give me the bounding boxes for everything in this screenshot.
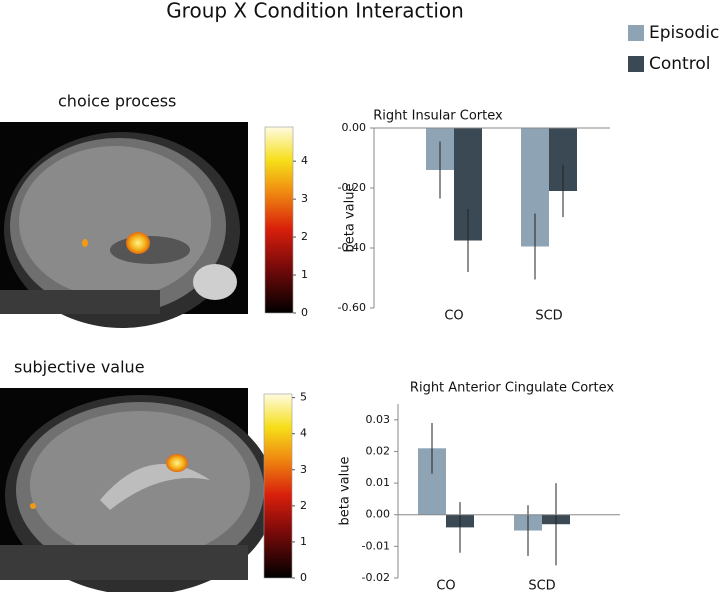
colorbar-tick-label: 0	[301, 306, 308, 319]
x-tick-label: CO	[444, 309, 463, 324]
colorbar-tick-label: 4	[300, 427, 307, 440]
legend-swatch	[628, 25, 644, 41]
y-tick-label: -0.60	[338, 301, 366, 314]
legend-label: Control	[649, 54, 710, 74]
chart-title: Right Anterior Cingulate Cortex	[410, 381, 614, 396]
brain-image	[0, 388, 275, 592]
panel-label: choice process	[58, 92, 176, 111]
colorbar-tick-label: 3	[301, 192, 308, 205]
y-tick-label: 0.03	[366, 413, 391, 426]
y-axis-label: beta value	[343, 184, 358, 253]
colorbar-tick-label: 1	[301, 268, 308, 281]
legend-swatch	[628, 56, 644, 72]
y-axis-label: beta value	[338, 457, 353, 526]
y-tick-label: 0.00	[366, 508, 391, 521]
x-tick-label: SCD	[535, 309, 562, 324]
y-tick-label: -0.02	[362, 571, 390, 584]
chart-title: Right Insular Cortex	[373, 109, 503, 124]
colorbar-tick-label: 0	[300, 571, 307, 584]
figure-title: Group X Condition Interaction	[166, 0, 464, 23]
colorbar-tick-label: 2	[301, 230, 308, 243]
colorbar-tick-label: 5	[300, 391, 307, 404]
x-tick-label: CO	[436, 579, 455, 592]
legend-label: Episodic	[649, 23, 719, 43]
y-tick-label: -0.01	[362, 539, 390, 552]
y-tick-label: 0.01	[366, 476, 391, 489]
y-tick-label: -0.20	[338, 181, 366, 194]
colorbar	[264, 126, 294, 314]
colorbar-tick-label: 3	[300, 463, 307, 476]
panel-label: subjective value	[14, 358, 145, 377]
colorbar-tick-label: 4	[301, 154, 308, 167]
colorbar-tick-label: 2	[300, 499, 307, 512]
colorbar	[263, 393, 293, 579]
y-tick-label: -0.40	[338, 241, 366, 254]
brain-image	[0, 122, 248, 328]
colorbar-tick-label: 1	[300, 535, 307, 548]
y-tick-label: 0.00	[342, 121, 367, 134]
y-tick-label: 0.02	[366, 444, 391, 457]
x-tick-label: SCD	[528, 579, 555, 592]
